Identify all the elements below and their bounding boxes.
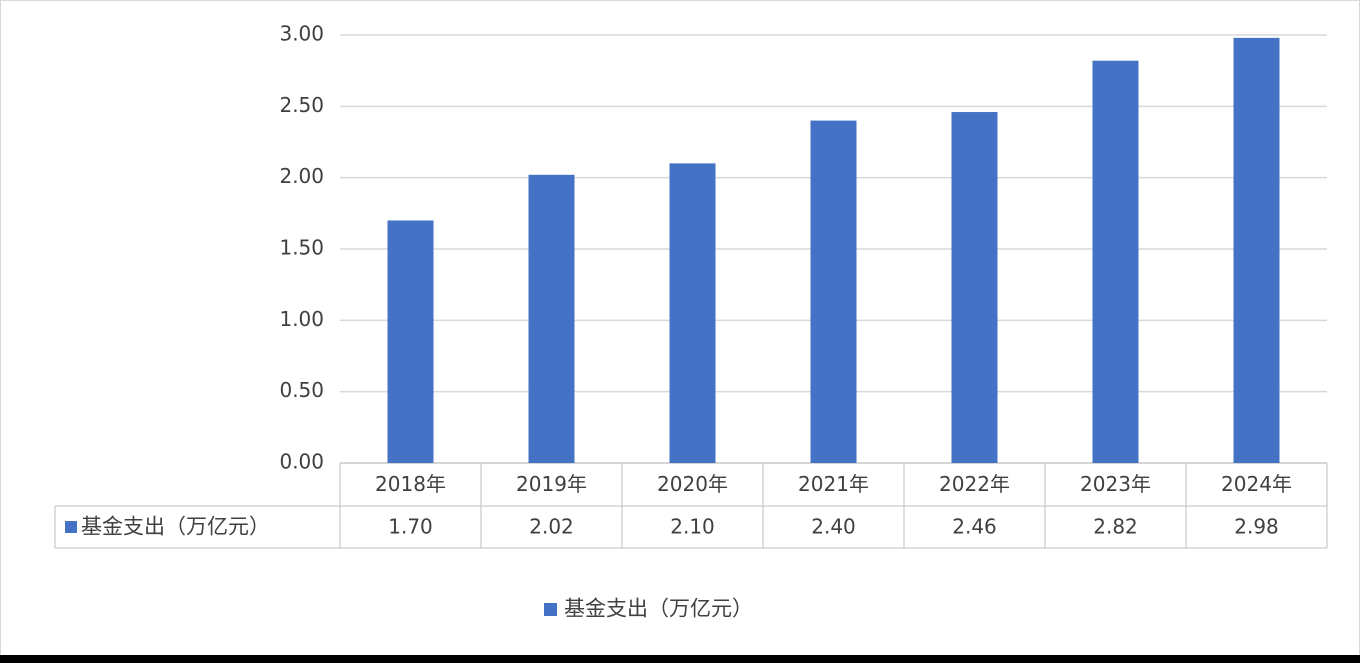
table-value: 2.40 [811, 515, 856, 539]
x-tick-label: 2018年 [375, 472, 446, 496]
y-tick-label: 1.50 [279, 236, 324, 260]
y-tick-label: 3.00 [279, 22, 324, 46]
x-tick-label: 2019年 [516, 472, 587, 496]
y-tick-label: 0.00 [279, 450, 324, 474]
x-tick-label: 2024年 [1221, 472, 1292, 496]
bar [528, 174, 575, 463]
bottom-strip [0, 655, 1360, 663]
table-value: 2.82 [1093, 515, 1138, 539]
y-tick-label: 2.00 [279, 164, 324, 188]
table-value: 2.46 [952, 515, 997, 539]
x-tick-label: 2020年 [657, 472, 728, 496]
table-value: 2.02 [529, 515, 574, 539]
bar [669, 163, 716, 463]
table-value: 2.98 [1234, 515, 1279, 539]
table-row-header: 基金支出（万亿元） [81, 515, 270, 539]
x-tick-label: 2022年 [939, 472, 1010, 496]
legend-swatch [65, 521, 77, 533]
y-tick-label: 2.50 [279, 93, 324, 117]
bar [810, 120, 857, 463]
y-tick-label: 0.50 [279, 378, 324, 402]
table-value: 1.70 [388, 515, 433, 539]
x-tick-label: 2021年 [798, 472, 869, 496]
x-tick-label: 2023年 [1080, 472, 1151, 496]
legend-swatch [544, 603, 557, 616]
bar [951, 112, 998, 463]
y-tick-label: 1.00 [279, 307, 324, 331]
bar [1092, 60, 1139, 464]
bar [1233, 37, 1280, 463]
bar [387, 220, 434, 463]
legend-label: 基金支出（万亿元） [564, 597, 753, 621]
table-value: 2.10 [670, 515, 715, 539]
